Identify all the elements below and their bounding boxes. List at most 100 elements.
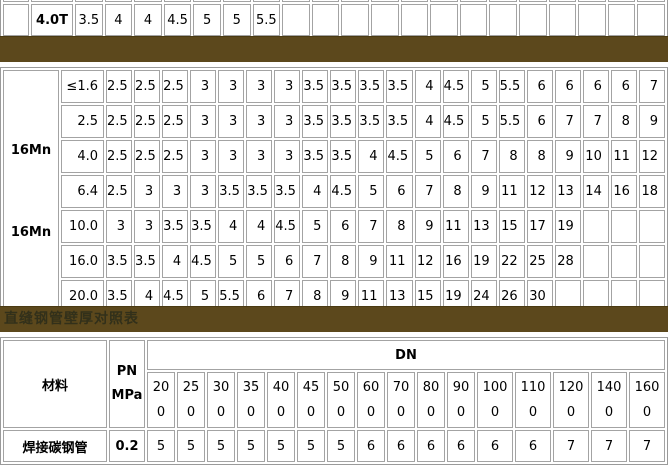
value-cell: 3.5 xyxy=(358,105,385,138)
top-table-clipped-row xyxy=(3,0,665,2)
value-cell: 4.5 xyxy=(442,105,469,138)
value-cell: 6 xyxy=(582,70,609,103)
value-cell: 3 xyxy=(134,175,161,208)
value-cell: 7 xyxy=(470,140,497,173)
value-cell: 11 xyxy=(610,140,637,173)
value-cell: 12 xyxy=(638,140,665,173)
dn-value-cell: 6 xyxy=(387,430,415,462)
banner-strip xyxy=(0,36,668,62)
value-cell: 3.5 xyxy=(274,175,301,208)
dn-value-cell: 6 xyxy=(447,430,475,462)
thickness-cell: 4.0 xyxy=(61,140,104,173)
clipped-cell xyxy=(31,0,73,2)
value-cell: 3.5 xyxy=(358,70,385,103)
dn-value-cell: 6 xyxy=(515,430,551,462)
value-cell: 9 xyxy=(470,175,497,208)
value-cell xyxy=(341,4,369,36)
dn-col-header: 350 xyxy=(237,372,265,428)
value-cell: 3.5 xyxy=(302,70,329,103)
value-cell xyxy=(607,4,636,36)
pn-header: PN MPa xyxy=(109,340,145,428)
material-group-cell: 16Mn 16Mn xyxy=(3,70,59,313)
value-cell: 3.5 xyxy=(75,4,103,36)
value-cell: 5 xyxy=(470,105,497,138)
value-cell: 25 xyxy=(526,245,553,278)
value-cell: 5 xyxy=(358,175,385,208)
main-table: 16Mn 16Mn ≤1.6 2.5 2.5 2.5 3 3 3 3 3.5 3.5 3.5 3.5 4 4.… xyxy=(0,67,668,316)
clipped-cell xyxy=(193,0,221,2)
value-cell: 8 xyxy=(610,105,637,138)
value-cell: 3.5 xyxy=(134,245,161,278)
value-cell: 5 xyxy=(193,4,221,36)
top-row-label: 4.0T xyxy=(31,4,73,36)
section-banner-title: 直缝钢管壁厚对照表 xyxy=(4,311,139,327)
value-cell: 3.5 xyxy=(330,70,357,103)
value-cell xyxy=(430,4,458,36)
dn-value-cell: 5 xyxy=(147,430,175,462)
dn-value-cell: 5 xyxy=(237,430,265,462)
clipped-cell xyxy=(370,0,399,2)
value-cell: 3.5 xyxy=(246,175,273,208)
dn-value-cell: 6 xyxy=(417,430,445,462)
value-cell: 4 xyxy=(218,210,245,243)
dn-col-header: 1400 xyxy=(591,372,627,428)
value-cell: 8 xyxy=(498,140,525,173)
clipped-cell xyxy=(489,0,517,2)
value-cell: 18 xyxy=(638,175,665,208)
value-cell: 7 xyxy=(638,70,665,103)
clipped-cell xyxy=(430,0,458,2)
value-cell xyxy=(582,210,609,243)
table-row: 6.4 2.5 3 3 3 3.5 3.5 3.5 4 4.5 5 6 7 8 9 11 12 13 14 16 18 xyxy=(3,175,665,208)
dn-col-header: 1000 xyxy=(477,372,513,428)
pn-header-label: PN xyxy=(116,364,138,379)
top-table-row: 4.0T 3.5 4 4 4.5 5 5 5.5 xyxy=(3,4,665,36)
dn-value-cell: 5 xyxy=(327,430,355,462)
bottom-header-row-1: 材料 PN MPa DN xyxy=(3,340,665,428)
value-cell xyxy=(610,210,637,243)
clipped-cell xyxy=(75,0,103,2)
value-cell: 3.5 xyxy=(302,105,329,138)
value-cell: 9 xyxy=(638,105,665,138)
value-cell: 4 xyxy=(134,4,162,36)
value-cell: 3.5 xyxy=(330,140,357,173)
clipped-cell xyxy=(134,0,162,2)
value-cell: 3 xyxy=(218,140,245,173)
value-cell: 3.5 xyxy=(162,210,189,243)
value-cell: 3 xyxy=(190,70,217,103)
clipped-cell xyxy=(222,0,251,2)
value-cell: 7 xyxy=(554,105,581,138)
table-row: 10.0 3 3 3.5 3.5 4 4 4.5 5 6 7 8 9 11 13 15 17 19 xyxy=(3,210,665,243)
clipped-cell xyxy=(341,0,369,2)
dn-col-header: 250 xyxy=(177,372,205,428)
value-cell: 2.5 xyxy=(162,140,189,173)
value-cell xyxy=(637,4,665,36)
value-cell: 14 xyxy=(582,175,609,208)
value-cell xyxy=(518,4,547,36)
value-cell: 4.5 xyxy=(274,210,301,243)
value-cell: 6 xyxy=(526,105,553,138)
dn-col-header: 1200 xyxy=(553,372,589,428)
value-cell: 4.5 xyxy=(163,4,192,36)
clipped-cell xyxy=(518,0,547,2)
thickness-cell: 16.0 xyxy=(61,245,104,278)
thickness-cell: ≤1.6 xyxy=(61,70,104,103)
value-cell: 28 xyxy=(554,245,581,278)
value-cell: 2.5 xyxy=(106,70,133,103)
value-cell: 4 xyxy=(358,140,385,173)
clipped-cell xyxy=(548,0,577,2)
table-row: 2.5 2.5 2.5 2.5 3 3 3 3 3.5 3.5 3.5 3.5 4 4.5 5 5.5 6 7 7 8… xyxy=(3,105,665,138)
value-cell: 3 xyxy=(190,175,217,208)
dn-header: DN xyxy=(147,340,665,370)
value-cell: 2.5 xyxy=(162,70,189,103)
thickness-cell: 2.5 xyxy=(61,105,104,138)
value-cell xyxy=(370,4,399,36)
value-cell: 2.5 xyxy=(134,105,161,138)
value-cell: 7 xyxy=(582,105,609,138)
value-cell: 4.5 xyxy=(386,140,413,173)
section-banner: 直缝钢管壁厚对照表 xyxy=(0,306,668,332)
material-group-label: 16Mn xyxy=(10,143,52,159)
value-cell xyxy=(548,4,577,36)
dn-col-header: 700 xyxy=(387,372,415,428)
value-cell: 3 xyxy=(246,140,273,173)
value-cell: 6 xyxy=(610,70,637,103)
